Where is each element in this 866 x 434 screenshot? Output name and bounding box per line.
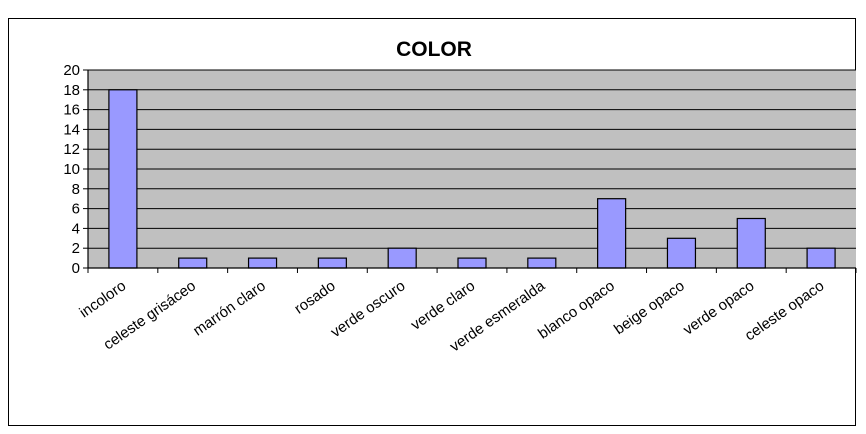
- x-category-label: beige opaco: [611, 277, 688, 338]
- x-category-label: blanco opaco: [535, 277, 618, 342]
- y-tick-label: 12: [63, 141, 80, 158]
- bar: [806, 247, 836, 269]
- bar: [387, 247, 417, 269]
- bar: [666, 237, 697, 269]
- y-tick-label: 18: [63, 82, 80, 99]
- bar: [597, 198, 627, 269]
- x-category-label: marrón claro: [190, 277, 269, 339]
- y-tick-label: 8: [72, 181, 80, 198]
- y-tick-label: 10: [63, 161, 80, 178]
- bar: [527, 257, 557, 269]
- y-tick-label: 20: [63, 62, 80, 79]
- x-category-label: verde claro: [408, 277, 479, 333]
- y-tick-label: 2: [72, 240, 80, 257]
- y-tick-label: 14: [63, 121, 80, 138]
- x-category-label: incoloro: [76, 277, 129, 321]
- y-tick-label: 16: [63, 102, 80, 119]
- bar: [178, 257, 208, 269]
- bar: [317, 257, 347, 269]
- y-tick-label: 6: [72, 201, 80, 218]
- x-category-label: rosado: [291, 277, 338, 317]
- chart-title: COLOR: [396, 38, 472, 61]
- bar: [247, 257, 278, 269]
- bar: [457, 257, 487, 269]
- y-tick-label: 0: [72, 260, 80, 277]
- bar: [108, 89, 138, 269]
- y-tick-label: 4: [72, 220, 80, 237]
- x-category-label: verde oscuro: [328, 277, 409, 341]
- bar: [736, 217, 766, 269]
